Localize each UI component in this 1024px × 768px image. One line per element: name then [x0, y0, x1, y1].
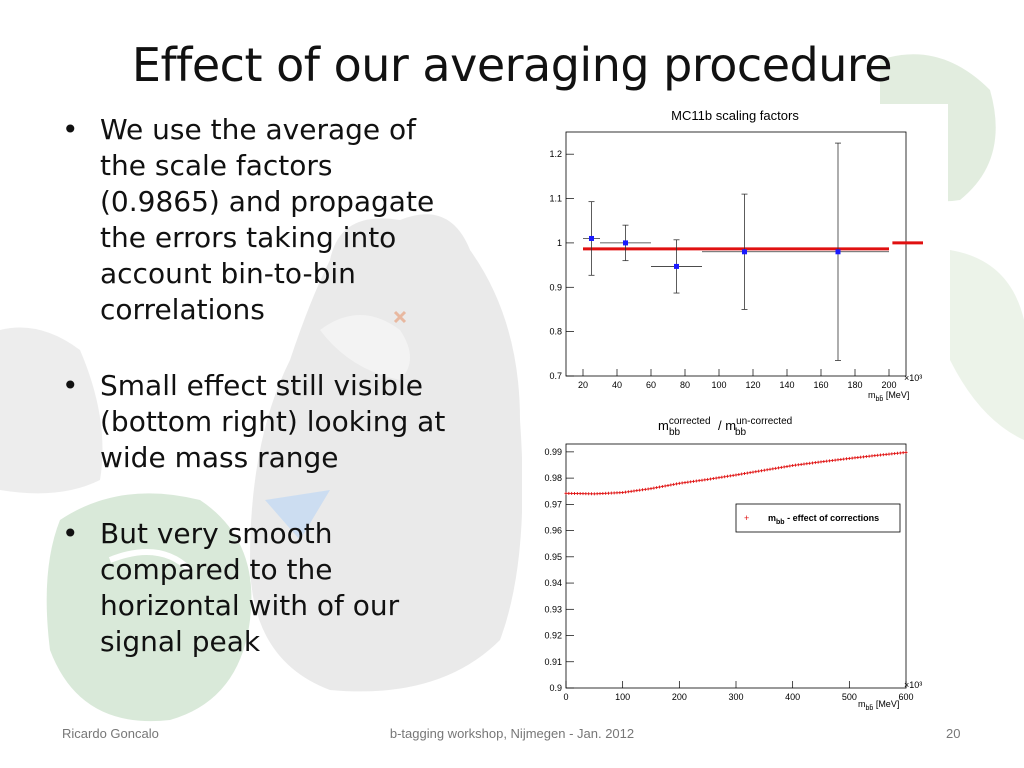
x-axis-label: mbb̄ [MeV] [868, 390, 909, 403]
data-point [623, 240, 628, 246]
legend-label-main: m [768, 513, 776, 523]
y-tick-label: 1.2 [549, 149, 562, 159]
x-exponent-label: ×10³ [904, 373, 922, 383]
bullet-line: the errors taking into [100, 221, 397, 254]
y-tick-label: 0.7 [549, 371, 562, 381]
footer-author: Ricardo Goncalo [62, 726, 159, 741]
bullet-item: • We use the average of the scale factors… [62, 112, 502, 328]
x-tick-label: 100 [711, 380, 726, 390]
slide-title: Effect of our averaging procedure [131, 38, 893, 92]
y-tick-label: 0.96 [544, 526, 562, 536]
plot-frame [565, 131, 907, 377]
x-tick-label: 120 [745, 380, 760, 390]
title-sup-1: corrected [669, 416, 711, 427]
bullet-line: Small effect still visible [100, 369, 423, 402]
x-tick-label: 200 [881, 380, 896, 390]
footer-event: b-tagging workshop, Nijmegen - Jan. 2012 [389, 726, 635, 741]
bullet-line: compared to the [100, 553, 333, 586]
title-sup-2: un-corrected [736, 416, 792, 427]
x-tick-label: 180 [847, 380, 862, 390]
bullet-line: We use the average of [100, 113, 416, 146]
footer-page-number: 20 [946, 726, 961, 741]
y-tick-label: 0.91 [544, 657, 562, 667]
data-point [835, 249, 841, 255]
bullet-line: But very smooth [100, 517, 333, 550]
chart-title: MC11b scaling factors [671, 108, 799, 123]
bullet-line: correlations [100, 293, 265, 326]
bullet-item: • Small effect still visible (bottom righ… [62, 368, 502, 476]
bullet-line: (bottom right) looking at [100, 405, 446, 438]
x-exponent-label: ×10³ [904, 680, 922, 690]
x-tick-label: 300 [728, 692, 743, 702]
legend-label-rest: - effect of corrections [785, 513, 880, 523]
y-tick-label: 0.93 [544, 604, 562, 614]
x-tick-label: 0 [563, 692, 568, 702]
x-tick-label: 600 [898, 692, 913, 702]
legend-box [735, 503, 901, 533]
title-sub-1-wrap: bb [669, 427, 681, 438]
legend-label-sub: bb [776, 519, 785, 526]
x-tick-label: 40 [612, 380, 622, 390]
bullet-icon: • [62, 517, 79, 550]
bullet-line: wide mass range [100, 441, 339, 474]
title-sub-2: bb [735, 427, 747, 438]
x-axis-label-main: m [858, 699, 866, 709]
x-tick-label: 160 [813, 380, 828, 390]
x-tick-label: 200 [672, 692, 687, 702]
legend-marker: + [744, 513, 749, 523]
y-tick-label: 0.97 [544, 499, 562, 509]
x-tick-label: 140 [779, 380, 794, 390]
x-tick-label: 20 [578, 380, 588, 390]
y-tick-label: 0.94 [544, 578, 562, 588]
y-tick-label: 0.9 [549, 683, 562, 693]
bullet-text: Small effect still visible (bottom right)… [100, 369, 445, 474]
bullet-text: But very smooth compared to the horizontal… [100, 517, 399, 658]
x-axis-label-sub: bb̄ [876, 395, 884, 403]
bullet-line: signal peak [100, 625, 261, 658]
bullet-item: • But very smooth compared to the horizont… [62, 516, 502, 660]
title-main-1: m [658, 418, 669, 433]
title-sub-1: bb [669, 427, 681, 438]
y-tick-label: 1.1 [549, 194, 562, 204]
y-tick-label: 0.92 [544, 631, 562, 641]
y-tick-label: 1 [557, 238, 562, 248]
bullet-icon: • [62, 113, 79, 146]
data-point [589, 235, 594, 241]
bullet-list: • We use the average of the scale factors… [62, 112, 502, 700]
x-axis-label-unit-text: [MeV] [876, 699, 900, 709]
plot-frame [565, 443, 907, 689]
legend-label: mbb - effect of corrections [768, 513, 879, 526]
y-tick-label: 0.8 [549, 327, 562, 337]
y-tick-label: 0.99 [544, 447, 562, 457]
x-tick-label: 100 [615, 692, 630, 702]
data-point [674, 263, 679, 269]
bullet-line: (0.9865) and propagate [100, 185, 435, 218]
bullet-icon: • [62, 369, 79, 402]
mbb-correction-chart: mcorrected bb / mun-corrected bb 0 100 200… [544, 416, 922, 712]
x-tick-label: 400 [785, 692, 800, 702]
x-axis-label-main: m [868, 390, 876, 400]
y-tick-label: 0.9 [549, 282, 562, 292]
bullet-line: the scale factors [100, 149, 333, 182]
x-tick-label: 500 [842, 692, 857, 702]
scaling-factors-plot: MC11b scaling factors 20 40 60 80 100 120 140 1… [522, 104, 948, 410]
x-axis-label-sub: bb̄ [866, 704, 874, 712]
y-tick-label: 0.98 [544, 473, 562, 483]
bullet-text: We use the average of the scale factors (0… [100, 113, 434, 326]
data-point [742, 249, 747, 255]
y-tick-label: 0.95 [544, 552, 562, 562]
x-tick-label: 80 [680, 380, 690, 390]
title-separator: / m [718, 418, 736, 433]
title-second-part: / mun-corrected [718, 416, 792, 433]
x-tick-label: 60 [646, 380, 656, 390]
mbb-correction-plot: mcorrected bb / mun-corrected bb 0 100 200… [522, 410, 948, 718]
x-axis-label-unit-text: [MeV] [886, 390, 910, 400]
bullet-line: horizontal with of our [100, 589, 400, 622]
chart-title: mcorrected [658, 416, 711, 433]
x-axis-label: mbb̄ [MeV] [858, 699, 899, 712]
scaling-factors-chart: MC11b scaling factors 20 40 60 80 100 120 140 1… [549, 108, 923, 403]
bullet-line: account bin-to-bin [100, 257, 356, 290]
